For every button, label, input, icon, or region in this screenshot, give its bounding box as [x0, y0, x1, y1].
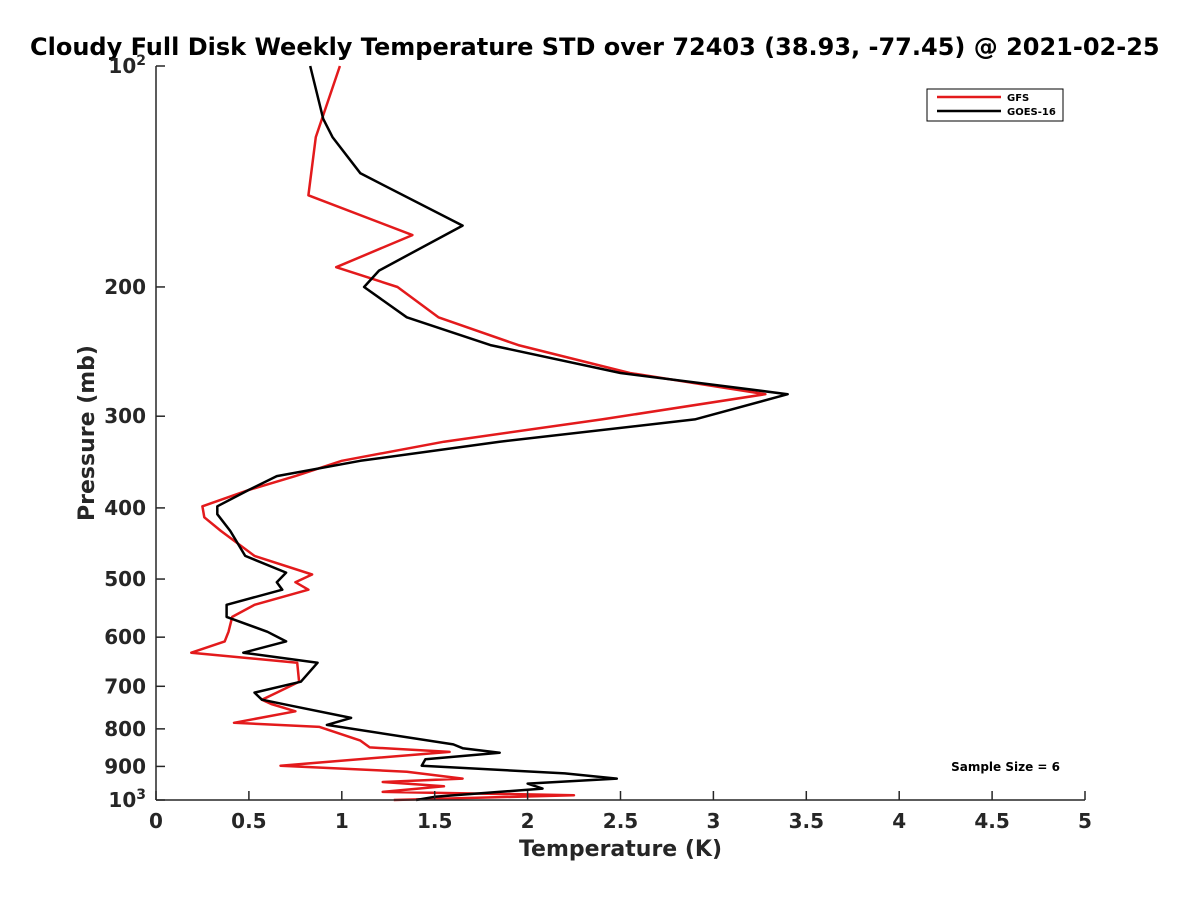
y-tick-label: 900	[104, 754, 146, 778]
x-tick-label: 3.5	[789, 809, 824, 833]
legend-label-goes16: GOES-16	[1007, 107, 1056, 118]
legend-label-gfs: GFS	[1007, 93, 1029, 104]
y-tick-label: 300	[104, 404, 146, 428]
y-tick-label: 800	[104, 717, 146, 741]
x-tick-label: 1.5	[417, 809, 452, 833]
x-tick-label: 3	[706, 809, 720, 833]
x-tick-label: 4	[892, 809, 906, 833]
x-tick-label: 0.5	[231, 809, 266, 833]
sample-size-annotation: Sample Size = 6	[951, 760, 1060, 774]
x-axis-label: Temperature (K)	[519, 837, 722, 862]
y-tick-label: 200	[104, 275, 146, 299]
x-tick-label: 2.5	[603, 809, 638, 833]
x-tick-label: 1	[335, 809, 349, 833]
x-tick-label: 2	[521, 809, 535, 833]
axes-layer: 0 0.5 1 1.5 2 2.5 3 3.5 4 4.5 51022003004005006007…	[104, 53, 1092, 833]
plot-area	[156, 66, 1085, 800]
series-line-gfs	[190, 65, 767, 802]
legend-box	[926, 88, 1064, 122]
x-tick-label: 5	[1078, 809, 1092, 833]
x-tick-label: 4.5	[974, 809, 1009, 833]
y-tick-label: 400	[104, 496, 146, 520]
legend: GFS GOES-16	[926, 88, 1064, 122]
series-layer	[190, 65, 789, 802]
y-tick-label: 600	[104, 625, 146, 649]
y-axis-label: Pressure (mb)	[75, 345, 100, 521]
y-tick-label: 700	[104, 674, 146, 698]
chart-title: Cloudy Full Disk Weekly Temperature STD …	[30, 33, 1160, 61]
y-tick-label: 500	[104, 567, 146, 591]
x-tick-label: 0	[149, 809, 163, 833]
series-line-goes16	[216, 65, 789, 802]
